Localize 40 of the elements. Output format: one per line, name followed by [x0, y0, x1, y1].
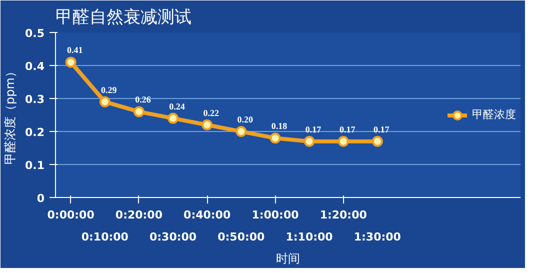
point [236, 126, 247, 137]
y-tick-label: 0.5 [25, 27, 45, 40]
point [99, 96, 110, 108]
point [133, 106, 144, 118]
point [168, 112, 179, 124]
data-label: 0.17 [339, 124, 356, 134]
y-axis-title: 甲醛浓度（ppm） [3, 66, 18, 164]
x-tick-label: 0:10:00 [81, 230, 129, 244]
y-tick-label: 0.1 [25, 159, 45, 172]
y-tick-label: 0.4 [25, 60, 45, 73]
x-axis-title: 时间 [276, 252, 300, 266]
x-tick-label: 1:30:00 [354, 230, 402, 244]
x-tick-label: 1:00:00 [252, 208, 300, 222]
x-tick-label: 0:00:00 [47, 208, 95, 222]
data-label: 0.29 [101, 84, 118, 95]
data-label: 0.41 [66, 45, 84, 56]
point [304, 136, 315, 147]
x-tick-label: 0:50:00 [218, 230, 266, 244]
point [270, 132, 281, 144]
x-tick-label: 0:30:00 [149, 230, 197, 244]
x-tick-label: 1:10:00 [286, 230, 334, 244]
chart-title: 甲醛自然衰减测试 [56, 8, 192, 28]
y-tick-label: 0 [36, 192, 45, 205]
point [338, 136, 349, 147]
data-label: 0.17 [305, 124, 322, 134]
point [202, 119, 213, 130]
point [65, 56, 76, 68]
data-label: 0.18 [271, 121, 288, 132]
x-tick-label: 0:40:00 [184, 208, 231, 222]
x-tick-label: 1:20:00 [320, 208, 368, 222]
data-label: 0.22 [203, 108, 220, 118]
legend-label: 甲醛浓度 [472, 107, 516, 122]
x-tick-label: 0:20:00 [115, 208, 163, 222]
y-tick-label: 0.3 [25, 93, 45, 106]
data-label: 0.24 [169, 101, 186, 112]
data-label: 0.26 [135, 94, 152, 105]
point [372, 136, 383, 147]
y-tick-label: 0.2 [25, 126, 45, 139]
data-label: 0.20 [237, 114, 254, 124]
data-label: 0.17 [374, 124, 390, 134]
